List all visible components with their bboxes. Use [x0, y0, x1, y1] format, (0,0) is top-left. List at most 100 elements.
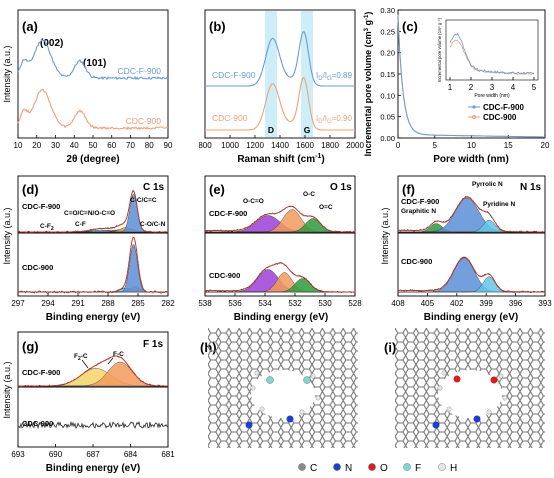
- label-cdcf: CDC-F-900: [22, 368, 60, 377]
- inset-x-tick-label: 4: [511, 83, 516, 92]
- x-tick-label: 684: [124, 450, 138, 459]
- legend-cdcf: CDC-F-900: [483, 103, 524, 112]
- peak-label-pyridine: Pyridine N: [483, 201, 515, 208]
- x-tick-label: 399: [480, 299, 494, 308]
- peak-label-pyrrolic: Pyrrolic N: [472, 181, 503, 188]
- x-tick-label: 538: [198, 299, 212, 308]
- x-tick-label: 80: [145, 141, 154, 150]
- panel-c-tag: (c): [402, 19, 418, 34]
- panel-d: (d) C 1s CDC-F-900 CDC-900 C=O/C=N/O-C=O…: [2, 175, 175, 323]
- x-axis-label: Binding energy (eV): [46, 312, 140, 323]
- panel-h: (h): [200, 328, 358, 448]
- y-axis-ticks: 0.00 0.05 0.10 0.15 0.20 0.25 0.30: [380, 6, 401, 143]
- peak-label-con: C-O/C-N: [140, 221, 166, 228]
- fit-envelope: [398, 256, 545, 293]
- x-tick-label: 0: [396, 141, 401, 150]
- series-label-cdc: CDC-900: [212, 113, 248, 123]
- fit-envelope: [205, 205, 355, 233]
- y-tick-label: 0.15: [380, 70, 395, 79]
- panel-g: (g) F 1s CDC-F-900 CDC-900 F2-C F-C 693 6…: [2, 331, 175, 474]
- fit-envelope: [205, 262, 355, 293]
- inset-x-tick-label: 1: [448, 83, 453, 92]
- peak-002-label: (002): [40, 38, 63, 49]
- x-tick-label: 10: [467, 141, 476, 150]
- series-label-cdcf: CDC-F-900: [212, 70, 256, 80]
- g-band-highlight: [301, 11, 313, 137]
- x-tick-label: 30: [51, 141, 60, 150]
- panel-f-tag: (f): [402, 182, 415, 197]
- inset-x-tick-label: 2: [469, 83, 474, 92]
- xps-top-fit: [17, 189, 168, 234]
- inset-x-tick-label: 5: [532, 83, 537, 92]
- peak-label-oco: O-C=O: [243, 198, 264, 205]
- panel-e: (e) O 1s CDC-F-900 CDC-900 O-C=O O-C O=C…: [198, 175, 362, 323]
- panel-f-title: N 1s: [520, 182, 542, 193]
- panel-a: (a) (002) (101) CDC-F-900 CDC-900 10 20 30…: [2, 9, 173, 165]
- peak-label-f2c: F2-C: [74, 353, 88, 362]
- x-tick-label: 530: [318, 299, 332, 308]
- label-cdc: CDC-900: [209, 271, 240, 280]
- x-tick-label: 5: [433, 141, 438, 150]
- x-tick-label: 15: [504, 141, 513, 150]
- inset-x-label: Pore width (nm): [474, 93, 510, 99]
- panel-e-tag: (e): [209, 182, 225, 197]
- x-tick-label: 396: [509, 299, 523, 308]
- fit-envelope: [18, 190, 168, 233]
- x-axis-label: Pore width (nm): [433, 154, 509, 165]
- label-cdcf: CDC-F-900: [401, 197, 439, 206]
- xps-top-fit: [204, 205, 356, 233]
- x-tick-label: 681: [161, 450, 175, 459]
- series-line-cdc: [17, 88, 169, 131]
- xps-bottom-fit: [204, 262, 356, 293]
- x-axis-label: Binding energy (eV): [424, 312, 518, 323]
- x-tick-label: 10: [14, 141, 23, 150]
- x-tick-label: 2000: [346, 141, 364, 150]
- legend-swatch-H: [438, 463, 446, 471]
- x-tick-label: 70: [126, 141, 135, 150]
- legend-label-C: C: [310, 463, 317, 474]
- x-tick-label: 693: [11, 450, 25, 459]
- x-tick-label: 532: [288, 299, 302, 308]
- peak-label-oeqc: O=C: [319, 204, 333, 211]
- x-axis-label: Binding energy (eV): [234, 312, 328, 323]
- y-axis-label: Intensity (a.u.): [380, 207, 390, 264]
- panel-b-tag: (b): [209, 19, 226, 34]
- panel-d-tag: (d): [22, 182, 39, 197]
- x-axis-ticks: 10 20 30 40 50 60 70 80 90: [14, 135, 173, 150]
- d-band-highlight: [265, 11, 277, 137]
- x-tick-label: 800: [198, 141, 212, 150]
- peak-label-fc: F-C: [113, 351, 124, 358]
- peak-101-label: (101): [83, 58, 106, 69]
- f-atom: [266, 376, 274, 384]
- x-tick-label: 528: [348, 299, 362, 308]
- legend-swatch-N: [333, 463, 341, 471]
- y-tick-label: 0.30: [380, 6, 395, 15]
- panel-f: (f) N 1s CDC-F-900 CDC-900 Pyrrolic N Gr…: [380, 175, 552, 323]
- x-axis-label: Raman shift (cm-1): [237, 153, 324, 165]
- x-tick-label: 393: [538, 299, 552, 308]
- label-cdc: CDC-900: [22, 419, 53, 428]
- series-label-cdcf: CDC-F-900: [118, 66, 162, 76]
- o-atom: [453, 375, 461, 383]
- x-tick-label: 50: [89, 141, 98, 150]
- x-axis-ticks: 693 690 687 684 681: [11, 444, 175, 459]
- peak-label-oc: O-C: [303, 191, 315, 198]
- inset-frame: [445, 19, 539, 81]
- panel-i: (i): [384, 328, 545, 448]
- x-tick-label: 536: [228, 299, 242, 308]
- peak-label-coc: C=O/C=N/O-C=O: [64, 210, 115, 217]
- series-label-cdc: CDC-900: [126, 116, 162, 126]
- dopant-atoms-h: [245, 370, 321, 429]
- x-tick-label: 297: [11, 299, 25, 308]
- n-atom: [432, 421, 440, 429]
- xps-bottom-fit: [17, 236, 169, 294]
- xps-bottom-noise: [17, 420, 168, 430]
- label-cdcf: CDC-F-900: [22, 202, 60, 211]
- inset-y-label: Incremental pore volume (cm³ g⁻¹): [437, 17, 442, 82]
- x-tick-label: 687: [86, 450, 100, 459]
- y-tick-label: 0.20: [380, 49, 395, 58]
- x-tick-label: 1800: [321, 141, 339, 150]
- x-tick-label: 291: [71, 299, 85, 308]
- xps-bottom-fit: [397, 256, 546, 294]
- panel-e-title: O 1s: [330, 182, 352, 193]
